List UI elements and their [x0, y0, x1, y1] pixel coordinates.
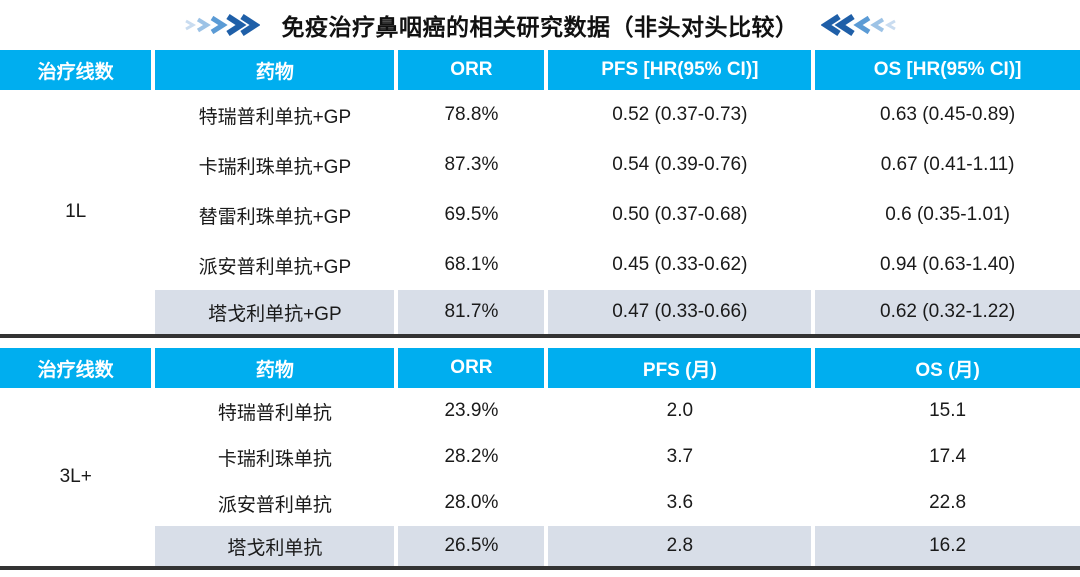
drug-cell: 特瑞普利单抗+GP: [151, 90, 397, 140]
header-cell-os: OS [HR(95% CI)]: [811, 50, 1080, 90]
orr-cell: 28.2%: [394, 434, 547, 480]
orr-cell: 68.1%: [394, 240, 547, 290]
drug-cell: 卡瑞利珠单抗+GP: [151, 140, 397, 190]
bottom-rule: [0, 566, 1080, 570]
pfs-cell: 0.52 (0.37-0.73): [544, 90, 814, 140]
table-row: 派安普利单抗 28.0% 3.6 22.8: [0, 480, 1080, 526]
table-row-highlighted: 塔戈利单抗 26.5% 2.8 16.2: [0, 526, 1080, 566]
orr-cell: 23.9%: [394, 388, 547, 434]
drug-cell: 塔戈利单抗: [151, 526, 397, 566]
header-cell-drug: 药物: [151, 50, 397, 90]
divider-rule: [0, 334, 1080, 338]
orr-cell: 78.8%: [394, 90, 547, 140]
table-row: 派安普利单抗+GP 68.1% 0.45 (0.33-0.62) 0.94 (0…: [0, 240, 1080, 290]
drug-cell: 派安普利单抗+GP: [151, 240, 397, 290]
os-cell: 16.2: [811, 526, 1080, 566]
table-header-row: 治疗线数 药物 ORR PFS [HR(95% CI)] OS [HR(95% …: [0, 50, 1080, 90]
orr-cell: 87.3%: [394, 140, 547, 190]
later-line-treatment-table: 治疗线数 药物 ORR PFS (月) OS (月) 3L+ 特瑞普利单抗 23…: [0, 348, 1080, 566]
header-cell-treatment-line: 治疗线数: [0, 50, 154, 90]
pfs-cell: 0.47 (0.33-0.66): [544, 290, 814, 334]
os-cell: 0.67 (0.41-1.11): [811, 140, 1080, 190]
os-cell: 0.63 (0.45-0.89): [811, 90, 1080, 140]
header-cell-orr: ORR: [394, 348, 547, 388]
pfs-cell: 0.50 (0.37-0.68): [544, 190, 814, 240]
os-cell: 15.1: [811, 388, 1080, 434]
orr-cell: 81.7%: [394, 290, 547, 334]
pfs-cell: 3.6: [544, 480, 814, 526]
table-row: 替雷利珠单抗+GP 69.5% 0.50 (0.37-0.68) 0.6 (0.…: [0, 190, 1080, 240]
page-title: 免疫治疗鼻咽癌的相关研究数据（非头对头比较）: [281, 14, 799, 40]
os-cell: 17.4: [811, 434, 1080, 480]
orr-cell: 69.5%: [394, 190, 547, 240]
os-cell: 0.62 (0.32-1.22): [811, 290, 1080, 334]
table-row: 卡瑞利珠单抗+GP 87.3% 0.54 (0.39-0.76) 0.67 (0…: [0, 140, 1080, 190]
os-cell: 0.94 (0.63-1.40): [811, 240, 1080, 290]
pfs-cell: 3.7: [544, 434, 814, 480]
first-line-treatment-table: 治疗线数 药物 ORR PFS [HR(95% CI)] OS [HR(95% …: [0, 50, 1080, 334]
title-bar: 免疫治疗鼻咽癌的相关研究数据（非头对头比较）: [0, 0, 1080, 50]
pfs-cell: 2.8: [544, 526, 814, 566]
header-cell-treatment-line: 治疗线数: [0, 348, 154, 388]
orr-cell: 28.0%: [394, 480, 547, 526]
table-row-highlighted: 塔戈利单抗+GP 81.7% 0.47 (0.33-0.66) 0.62 (0.…: [0, 290, 1080, 334]
os-cell: 22.8: [811, 480, 1080, 526]
drug-cell: 卡瑞利珠单抗: [151, 434, 397, 480]
header-cell-pfs: PFS (月): [544, 348, 814, 388]
pfs-cell: 0.45 (0.33-0.62): [544, 240, 814, 290]
chevrons-right-icon: [184, 13, 260, 37]
pfs-cell: 0.54 (0.39-0.76): [544, 140, 814, 190]
table-row: 1L 特瑞普利单抗+GP 78.8% 0.52 (0.37-0.73) 0.63…: [0, 90, 1080, 334]
treatment-line-cell: 1L: [0, 90, 154, 334]
pfs-cell: 2.0: [544, 388, 814, 434]
header-cell-drug: 药物: [151, 348, 397, 388]
table-row: 卡瑞利珠单抗 28.2% 3.7 17.4: [0, 434, 1080, 480]
chevrons-left-icon: [820, 13, 896, 37]
drug-cell: 特瑞普利单抗: [151, 388, 397, 434]
drug-cell: 派安普利单抗: [151, 480, 397, 526]
header-cell-os: OS (月): [811, 348, 1080, 388]
drug-cell: 塔戈利单抗+GP: [151, 290, 397, 334]
drug-cell: 替雷利珠单抗+GP: [151, 190, 397, 240]
table-header-row: 治疗线数 药物 ORR PFS (月) OS (月): [0, 348, 1080, 388]
os-cell: 0.6 (0.35-1.01): [811, 190, 1080, 240]
treatment-line-cell: 3L+: [0, 388, 154, 566]
header-cell-pfs: PFS [HR(95% CI)]: [544, 50, 814, 90]
table-row: 3L+ 特瑞普利单抗 23.9% 2.0 15.1: [0, 388, 1080, 566]
header-cell-orr: ORR: [394, 50, 547, 90]
orr-cell: 26.5%: [394, 526, 547, 566]
